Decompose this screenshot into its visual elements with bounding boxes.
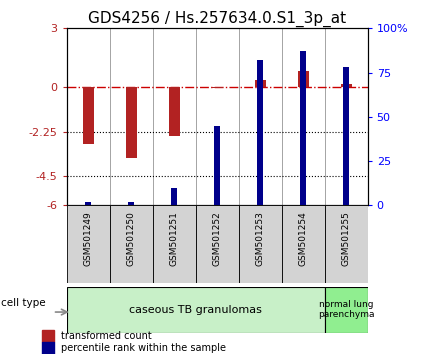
Bar	[42, 331, 54, 342]
Text: transformed count: transformed count	[61, 331, 152, 341]
Text: percentile rank within the sample: percentile rank within the sample	[61, 343, 227, 353]
Bar	[214, 126, 220, 205]
Bar	[343, 67, 349, 205]
Bar	[298, 70, 308, 87]
Text: GSM501249: GSM501249	[84, 212, 92, 266]
Bar	[212, 87, 223, 88]
Text: GSM501254: GSM501254	[299, 212, 307, 266]
Bar	[83, 87, 94, 144]
Bar	[255, 80, 265, 87]
Bar	[341, 84, 351, 87]
Text: GSM501250: GSM501250	[127, 212, 135, 267]
Text: GSM501252: GSM501252	[213, 212, 221, 266]
Text: GSM501255: GSM501255	[342, 212, 350, 267]
Text: cell type: cell type	[1, 298, 46, 308]
Text: GSM501253: GSM501253	[256, 212, 264, 267]
Bar	[300, 51, 306, 205]
FancyBboxPatch shape	[282, 205, 325, 283]
Bar	[128, 202, 134, 205]
Bar	[169, 87, 180, 137]
FancyBboxPatch shape	[153, 205, 196, 283]
Bar	[126, 87, 137, 158]
Bar	[85, 202, 92, 205]
Text: GSM501251: GSM501251	[170, 212, 178, 267]
FancyBboxPatch shape	[196, 205, 239, 283]
FancyBboxPatch shape	[110, 205, 153, 283]
Text: normal lung
parenchyma: normal lung parenchyma	[318, 300, 375, 319]
Text: caseous TB granulomas: caseous TB granulomas	[129, 305, 262, 315]
FancyBboxPatch shape	[325, 205, 368, 283]
FancyBboxPatch shape	[239, 205, 282, 283]
Bar	[42, 342, 54, 354]
Bar	[171, 188, 178, 205]
Bar	[257, 60, 263, 205]
Title: GDS4256 / Hs.257634.0.S1_3p_at: GDS4256 / Hs.257634.0.S1_3p_at	[88, 11, 346, 27]
FancyBboxPatch shape	[325, 287, 368, 333]
FancyBboxPatch shape	[67, 205, 110, 283]
FancyBboxPatch shape	[67, 287, 325, 333]
